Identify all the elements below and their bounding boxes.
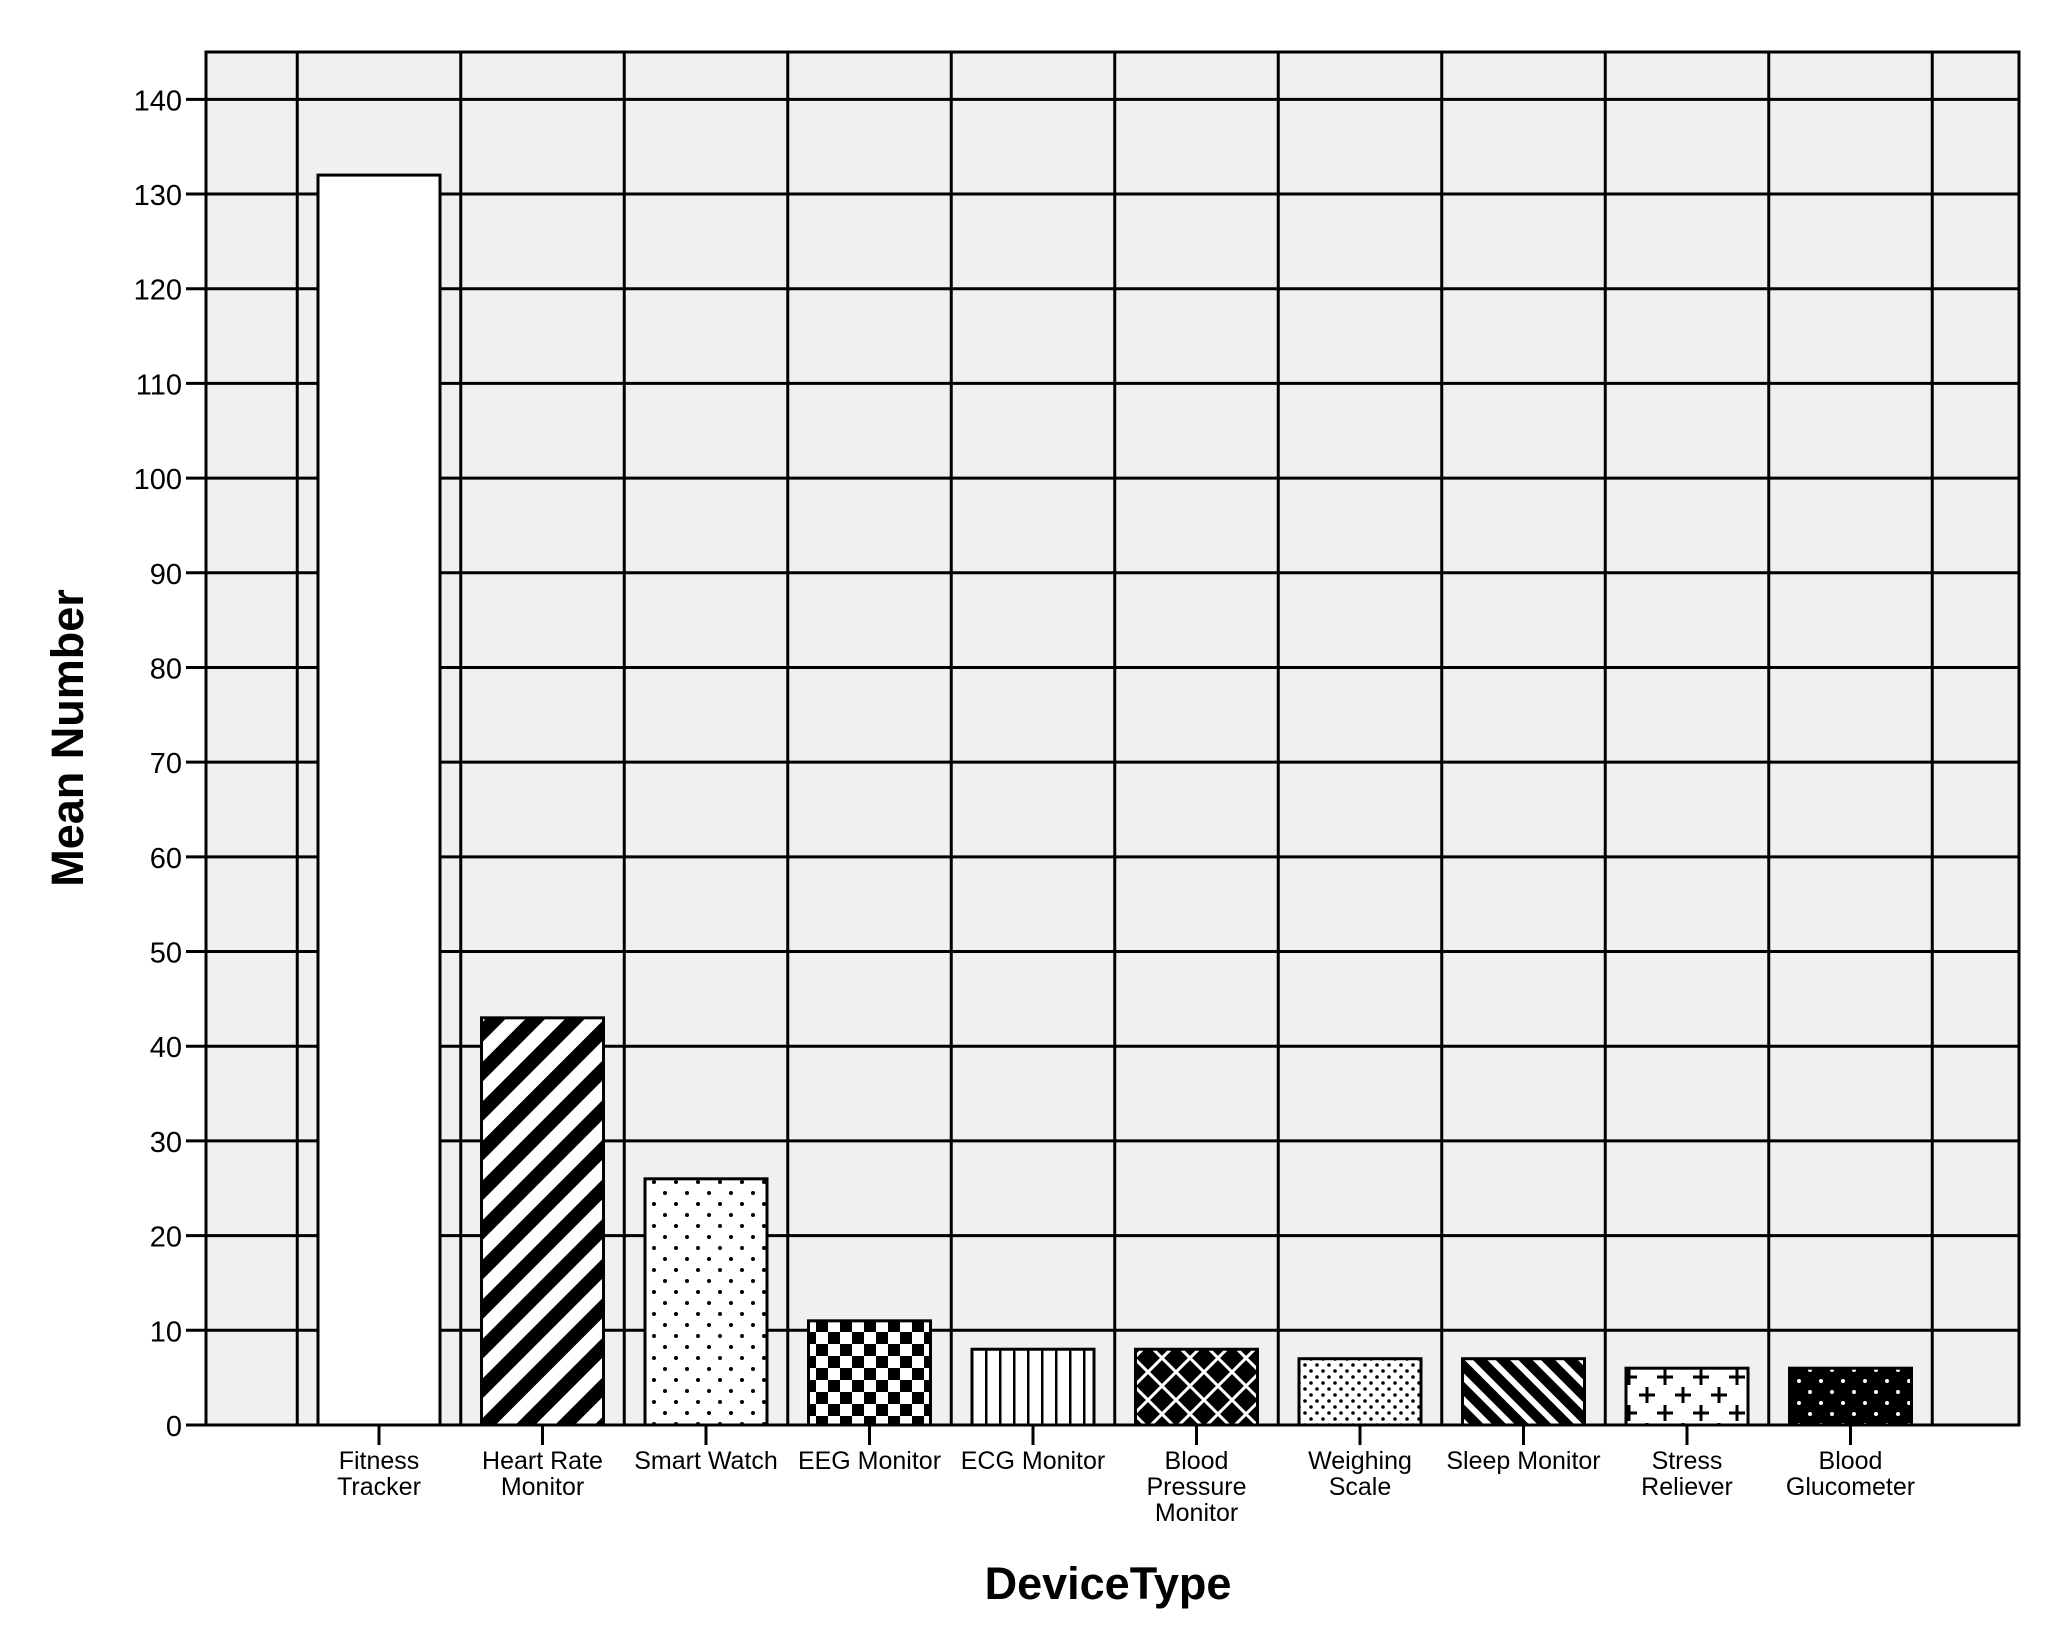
bar-sleep-monitor bbox=[1461, 1357, 1586, 1427]
x-axis-title: DeviceType bbox=[985, 1558, 1232, 1609]
grid-lines bbox=[206, 52, 2019, 1425]
bar-weighing-scale bbox=[1297, 1357, 1423, 1427]
x-tick-label: EEG Monitor bbox=[798, 1447, 941, 1475]
y-tick-label: 70 bbox=[150, 748, 182, 780]
y-tick-label: 20 bbox=[150, 1222, 182, 1254]
x-tick-label: ECG Monitor bbox=[961, 1447, 1105, 1475]
y-axis-title: Mean Number bbox=[42, 589, 93, 887]
bar-blood-glucometer bbox=[1788, 1366, 1913, 1427]
bar-smart-watch bbox=[643, 1177, 769, 1427]
y-tick-label: 10 bbox=[150, 1316, 182, 1348]
y-tick-label: 100 bbox=[134, 464, 182, 496]
bar-ecg-monitor bbox=[970, 1347, 1096, 1427]
plot-frame bbox=[204, 50, 2021, 1427]
x-tick-label: Smart Watch bbox=[634, 1447, 778, 1475]
bar-stress-reliever bbox=[1624, 1366, 1750, 1427]
y-tick-label: 120 bbox=[134, 275, 182, 307]
y-tick-label: 0 bbox=[166, 1411, 182, 1443]
y-tick-label: 90 bbox=[150, 559, 182, 591]
bar-heart-rate-monitor bbox=[480, 1016, 605, 1427]
x-axis: Fitness Tracker Heart Rate Monitor Smart Wat… bbox=[337, 1425, 1915, 1527]
bar-blood-pressure-monitor bbox=[1134, 1347, 1259, 1427]
y-tick-label: 40 bbox=[150, 1032, 182, 1064]
x-tick-label: Heart Rate Monitor bbox=[482, 1447, 603, 1501]
y-tick-label: 140 bbox=[134, 85, 182, 117]
y-tick-label: 80 bbox=[150, 653, 182, 685]
x-tick-label: Fitness Tracker bbox=[337, 1447, 421, 1501]
x-tick-label: Sleep Monitor bbox=[1446, 1447, 1600, 1475]
y-axis: 0 10 20 30 40 50 60 70 80 90 100 110 120 130 140 bbox=[134, 85, 206, 1443]
plot-background bbox=[206, 52, 2019, 1425]
x-tick-label: Blood Glucometer bbox=[1786, 1447, 1915, 1501]
y-tick-label: 30 bbox=[150, 1127, 182, 1159]
bar-eeg-monitor bbox=[807, 1319, 932, 1427]
y-tick-label: 130 bbox=[134, 180, 182, 212]
x-tick-label: Stress Reliever bbox=[1641, 1447, 1733, 1501]
x-tick-label: Blood Pressure Monitor bbox=[1146, 1447, 1246, 1527]
x-tick-label: Weighing Scale bbox=[1308, 1447, 1412, 1501]
y-tick-label: 110 bbox=[136, 369, 182, 401]
y-tick-label: 50 bbox=[150, 938, 182, 970]
bars bbox=[316, 173, 1913, 1427]
y-tick-label: 60 bbox=[150, 843, 182, 875]
bar-fitness-tracker bbox=[316, 173, 442, 1427]
